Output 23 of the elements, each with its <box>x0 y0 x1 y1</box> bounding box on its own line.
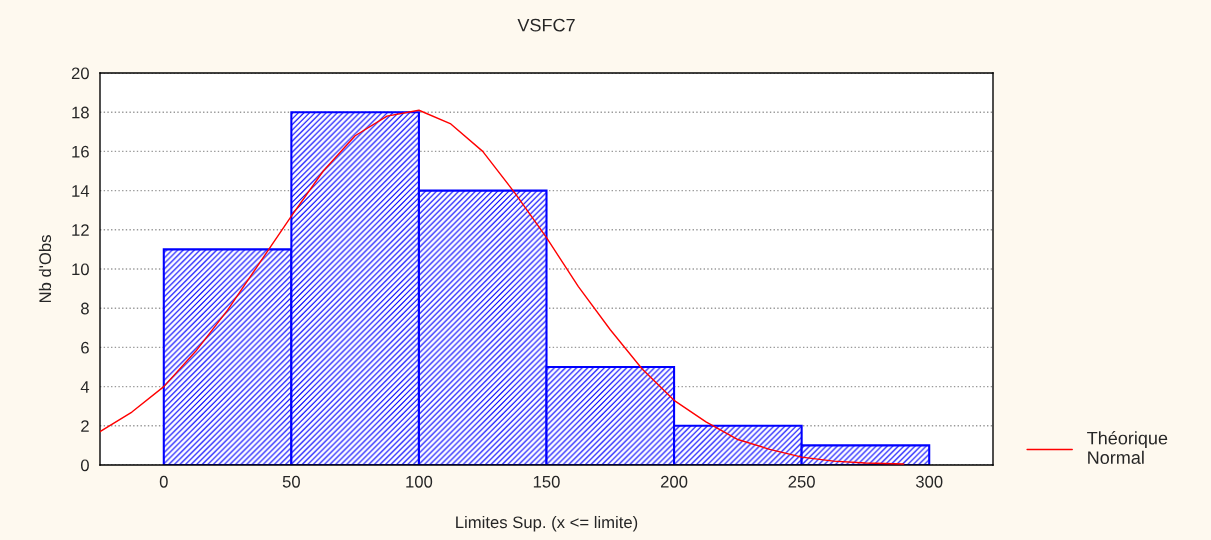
y-tick-label: 10 <box>72 263 89 276</box>
x-axis-title: Limites Sup. (x <= limite) <box>456 515 638 532</box>
line-series <box>100 109 905 465</box>
x-tick-label: 250 <box>788 475 815 488</box>
x-tick-label: 300 <box>915 475 943 488</box>
x-tick-label: 200 <box>661 475 688 488</box>
y-tick-label: 12 <box>72 224 89 236</box>
y-tick-label: 4 <box>80 381 90 393</box>
y-tick-label: 0 <box>80 459 89 472</box>
y-tick-label: 2 <box>81 420 89 432</box>
legend-label: Théorique Normal <box>1087 431 1168 464</box>
x-tick-label: 150 <box>533 475 560 488</box>
y-tick-label: 8 <box>81 302 89 315</box>
x-tick-label: 50 <box>282 475 300 488</box>
x-tick-label: 100 <box>406 475 433 488</box>
y-axis-title: Nb d'Obs <box>38 235 52 303</box>
y-tick-label: 16 <box>72 145 89 158</box>
y-tick-label: 18 <box>72 106 89 119</box>
x-tick-label: 0 <box>159 475 168 488</box>
chart-title: VSFC7 <box>517 18 575 32</box>
y-tick-label: 14 <box>72 185 90 197</box>
y-tick-label: 6 <box>81 341 89 354</box>
y-tick-label: 20 <box>71 67 89 80</box>
